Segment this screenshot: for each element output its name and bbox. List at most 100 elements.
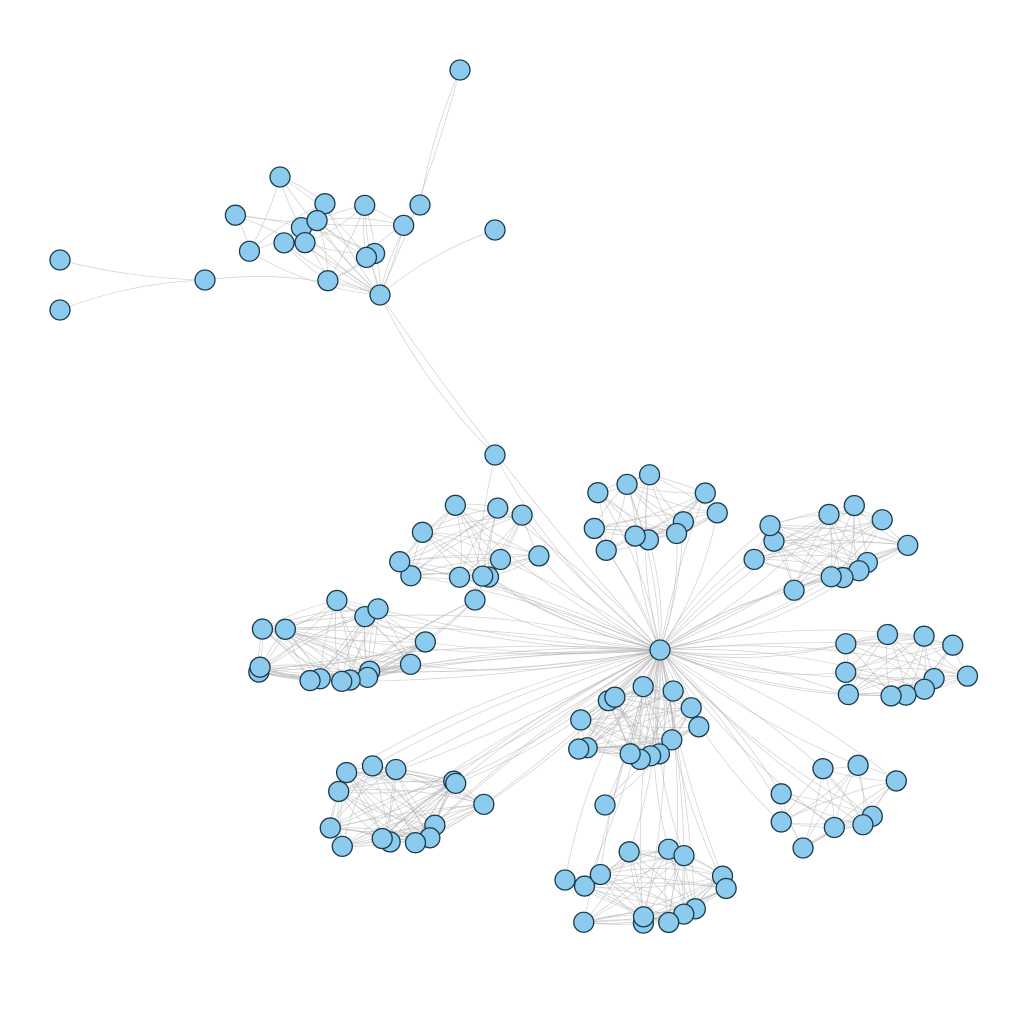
graph-node (370, 285, 390, 305)
graph-node (784, 580, 804, 600)
graph-node (465, 590, 485, 610)
graph-node (819, 504, 839, 524)
graph-node (394, 215, 414, 235)
graph-node (634, 907, 654, 927)
graph-node (898, 535, 918, 555)
graph-node (270, 167, 290, 187)
graph-node (250, 657, 270, 677)
graph-node (401, 654, 421, 674)
graph-node (771, 812, 791, 832)
graph-node (744, 549, 764, 569)
graph-node (318, 271, 338, 291)
graph-node (824, 817, 844, 837)
graph-node (327, 590, 347, 610)
graph-node (307, 211, 327, 231)
graph-node (355, 195, 375, 215)
graph-node (605, 687, 625, 707)
graph-node (337, 763, 357, 783)
graph-node (848, 755, 868, 775)
graph-node (490, 549, 510, 569)
graph-node (853, 815, 873, 835)
graph-node (332, 836, 352, 856)
graph-node (571, 710, 591, 730)
graph-node (372, 829, 392, 849)
graph-node (695, 483, 715, 503)
graph-node (877, 624, 897, 644)
graph-node (914, 679, 934, 699)
graph-node (446, 773, 466, 793)
graph-node (412, 522, 432, 542)
graph-node (485, 445, 505, 465)
graph-node (574, 912, 594, 932)
network-diagram (0, 0, 1024, 1024)
graph-node (300, 671, 320, 691)
graph-node (329, 781, 349, 801)
graph-node (689, 717, 709, 737)
graph-node (50, 300, 70, 320)
graph-node (813, 759, 833, 779)
graph-node (390, 552, 410, 572)
graph-node (821, 567, 841, 587)
graph-node (386, 760, 406, 780)
nodes-layer (50, 60, 977, 933)
graph-node (881, 686, 901, 706)
graph-node (844, 496, 864, 516)
graph-node (512, 505, 532, 525)
graph-node (225, 205, 245, 225)
graph-node (474, 794, 494, 814)
graph-node (886, 771, 906, 791)
graph-node (529, 546, 549, 566)
graph-node (358, 667, 378, 687)
graph-node (485, 220, 505, 240)
graph-node (252, 619, 272, 639)
graph-node (716, 878, 736, 898)
graph-node (943, 635, 963, 655)
graph-node (619, 842, 639, 862)
graph-node (617, 474, 637, 494)
graph-node (555, 870, 575, 890)
graph-node (707, 503, 727, 523)
graph-node (584, 518, 604, 538)
graph-node (957, 666, 977, 686)
graph-node (368, 599, 388, 619)
graph-node (195, 270, 215, 290)
graph-node (450, 60, 470, 80)
graph-node (760, 516, 780, 536)
graph-node (595, 795, 615, 815)
graph-node (663, 681, 683, 701)
graph-node (590, 864, 610, 884)
graph-node (410, 195, 430, 215)
graph-node (771, 784, 791, 804)
graph-node (650, 640, 670, 660)
graph-node (239, 241, 259, 261)
graph-node (473, 566, 493, 586)
graph-node (415, 632, 435, 652)
graph-node (674, 846, 694, 866)
graph-node (596, 540, 616, 560)
graph-node (405, 833, 425, 853)
edges-layer (60, 70, 967, 924)
graph-node (274, 233, 294, 253)
graph-node (488, 498, 508, 518)
graph-node (659, 912, 679, 932)
graph-node (450, 567, 470, 587)
graph-node (275, 619, 295, 639)
graph-node (836, 634, 856, 654)
graph-node (681, 698, 701, 718)
graph-node (793, 838, 813, 858)
graph-node (356, 247, 376, 267)
graph-node (838, 685, 858, 705)
graph-node (569, 739, 589, 759)
graph-node (667, 523, 687, 543)
graph-node (633, 677, 653, 697)
graph-node (620, 744, 640, 764)
graph-node (50, 250, 70, 270)
graph-node (362, 756, 382, 776)
graph-node (332, 671, 352, 691)
graph-node (836, 662, 856, 682)
graph-node (320, 818, 340, 838)
graph-node (588, 483, 608, 503)
graph-node (872, 510, 892, 530)
graph-node (445, 495, 465, 515)
graph-node (640, 465, 660, 485)
